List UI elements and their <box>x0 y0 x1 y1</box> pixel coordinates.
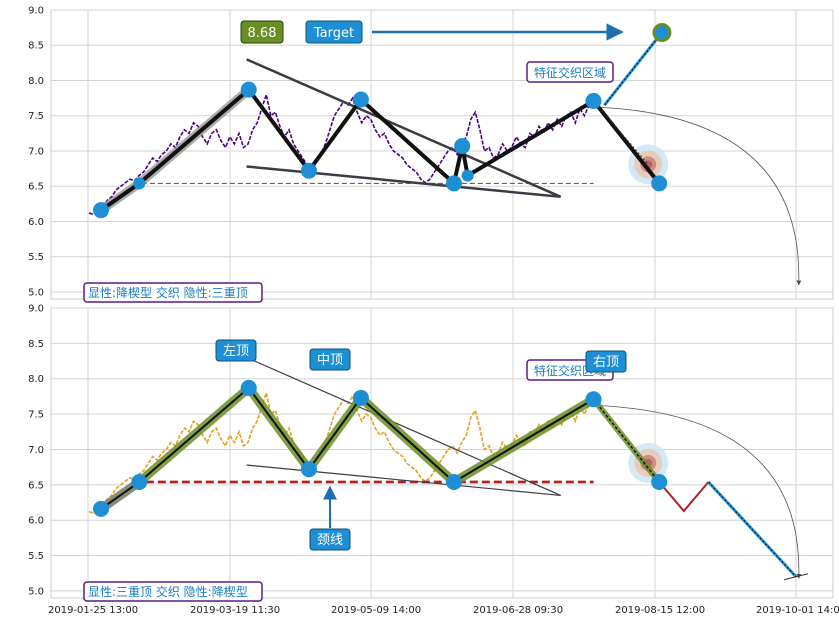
bottom-status-label: 显性:三重顶 交织 隐性:降楔型 <box>88 584 248 599</box>
x-tick-label: 2019-10-01 14:00 <box>756 605 839 616</box>
x-tick-label: 2019-05-09 14:00 <box>331 605 421 616</box>
right-top-label-box <box>585 350 627 373</box>
x-axis: 2019-01-25 13:00 2019-03-19 11:30 2019-05-… <box>48 605 839 616</box>
value-label-box <box>240 20 284 44</box>
y-tick-label: 6.5 <box>28 480 44 491</box>
left-top-label-box <box>215 339 257 362</box>
y-tick-label: 5.0 <box>28 287 44 298</box>
bottom-panel: 5.0 5.5 6.0 6.5 7.0 7.5 8.0 8.5 9.0 2019-01-25 1… <box>28 304 839 617</box>
top-zone-label-box <box>526 61 614 83</box>
bottom-status-box <box>83 581 263 602</box>
pattern-node <box>352 91 369 108</box>
y-tick-label: 6.0 <box>28 516 44 527</box>
pattern-node <box>651 175 668 192</box>
pattern-node <box>585 391 602 408</box>
y-tick-label: 9.0 <box>28 6 44 17</box>
pattern-node <box>585 92 602 109</box>
bottom-grid <box>51 307 833 598</box>
top-zone-label: 特征交织区域 <box>534 65 606 80</box>
x-tick-label: 2019-06-28 09:30 <box>473 605 563 616</box>
value-label: 8.68 <box>248 26 277 41</box>
neckline-label: 颈线 <box>317 533 343 548</box>
lower-trendline <box>246 464 561 497</box>
upper-trendline <box>246 58 562 198</box>
projection-blue-dash <box>708 481 797 578</box>
target-line-dash <box>604 32 663 106</box>
x-tick-label: 2019-01-25 13:00 <box>48 605 138 616</box>
y-tick-label: 5.0 <box>28 586 44 597</box>
pattern-node <box>651 474 668 490</box>
pattern-line <box>99 87 661 212</box>
pattern-node <box>93 500 109 517</box>
projection-end-tick <box>783 573 809 581</box>
pattern-node <box>131 474 148 490</box>
bottom-pattern <box>93 379 809 581</box>
neckline-label-box <box>309 528 351 551</box>
projection-red <box>658 481 710 513</box>
pattern-node <box>300 461 317 478</box>
pattern-node <box>133 177 146 190</box>
projection-arc <box>598 106 802 286</box>
left-top-label: 左顶 <box>223 344 249 359</box>
top-y-axis: 5.0 5.5 6.0 6.5 7.0 7.5 8.0 8.5 9.0 <box>28 6 44 299</box>
top-grid <box>51 9 833 299</box>
y-tick-label: 7.5 <box>28 111 44 122</box>
y-tick-label: 5.5 <box>28 252 44 263</box>
y-tick-label: 9.0 <box>28 304 44 315</box>
y-tick-label: 6.0 <box>28 217 44 228</box>
pattern-node <box>240 81 257 98</box>
top-panel: 5.05.56.06.57.07.58.08.59.0 8.68 Target … <box>28 6 834 303</box>
y-tick-label: 7.0 <box>28 146 44 157</box>
y-tick-label: 7.5 <box>28 410 44 421</box>
top-status-box <box>83 282 263 303</box>
bottom-y-axis: 5.0 5.5 6.0 6.5 7.0 7.5 8.0 8.5 9.0 <box>28 304 44 598</box>
pattern-node <box>454 138 471 155</box>
pattern-node <box>445 474 462 490</box>
x-tick-label: 2019-03-19 11:30 <box>190 605 280 616</box>
pattern-node <box>300 162 317 179</box>
y-tick-label: 6.5 <box>28 182 44 193</box>
pattern-node <box>461 169 474 182</box>
y-tick-label: 7.0 <box>28 445 44 456</box>
pattern-node <box>445 175 462 192</box>
middle-top-label-box <box>309 348 351 371</box>
target-node <box>652 23 672 43</box>
middle-top-label: 中顶 <box>317 353 343 368</box>
projection-arc <box>598 405 802 579</box>
target-label: Target <box>313 26 354 41</box>
pattern-node <box>93 202 109 219</box>
y-tick-label: 8.5 <box>28 339 44 350</box>
upper-trendline <box>246 356 561 496</box>
y-tick-label: 8.0 <box>28 76 44 87</box>
y-tick-label: 8.5 <box>28 41 44 52</box>
projection-dash <box>592 398 660 483</box>
y-tick-label: 8.0 <box>28 374 44 385</box>
top-pattern <box>93 23 672 219</box>
lower-trendline <box>246 165 561 199</box>
projection-connector <box>593 100 649 165</box>
target-label-box <box>305 20 363 44</box>
bottom-plot-area <box>50 307 834 599</box>
x-tick-label: 2019-08-15 12:00 <box>615 605 705 616</box>
pattern-node <box>352 389 369 406</box>
pattern-node <box>240 379 257 396</box>
right-top-label: 右顶 <box>593 355 619 370</box>
top-plot-area <box>50 9 834 300</box>
y-tick-label: 5.5 <box>28 551 44 562</box>
top-status-label: 显性:降楔型 交织 隐性:三重顶 <box>88 285 248 300</box>
